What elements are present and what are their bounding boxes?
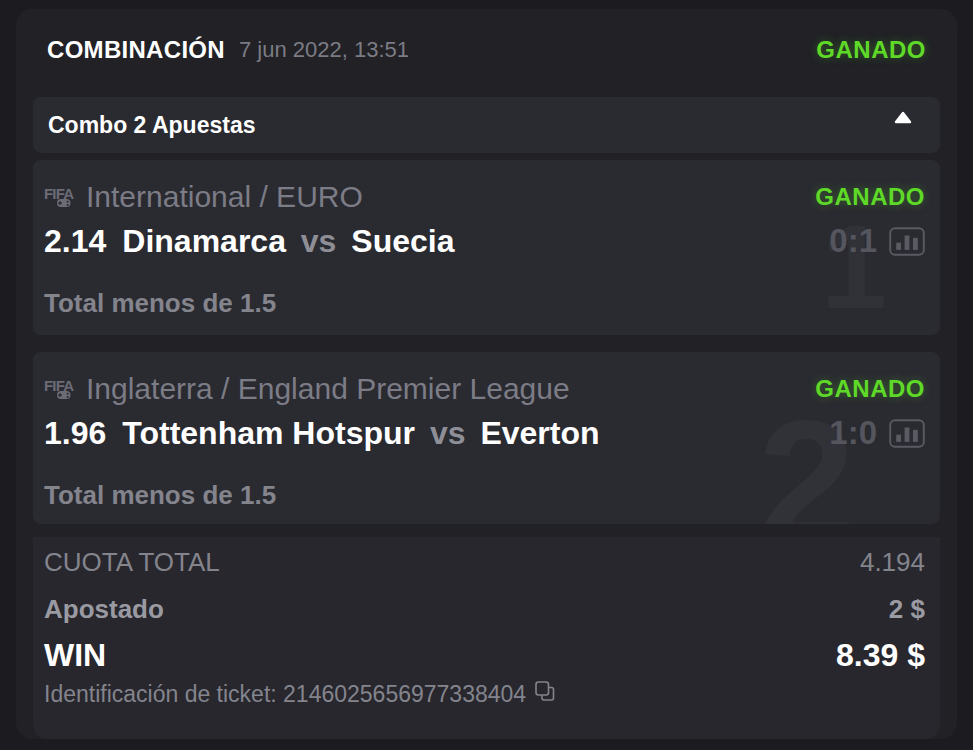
svg-text:FIFA: FIFA [44,377,74,394]
svg-text:FIFA: FIFA [44,185,74,202]
